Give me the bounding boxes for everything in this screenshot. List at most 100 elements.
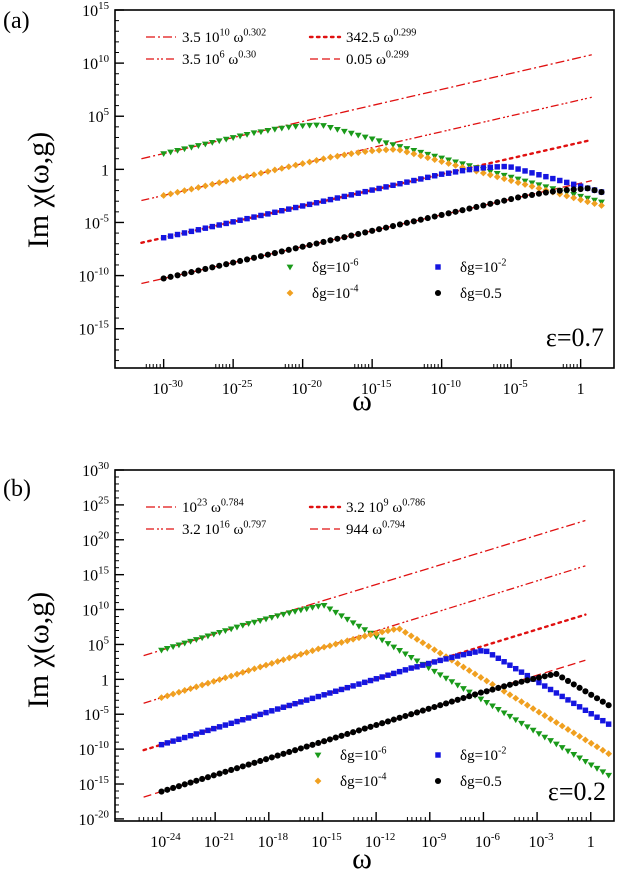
data-point bbox=[563, 192, 571, 200]
data-point bbox=[167, 149, 174, 156]
data-point bbox=[187, 638, 194, 645]
data-point bbox=[257, 253, 265, 260]
y-tick-label: 105 bbox=[88, 106, 110, 126]
data-point bbox=[513, 665, 519, 672]
data-point bbox=[347, 150, 355, 158]
data-point bbox=[313, 240, 320, 247]
data-point bbox=[285, 163, 293, 171]
data-point bbox=[472, 691, 479, 698]
data-point bbox=[459, 207, 466, 214]
data-point bbox=[466, 205, 473, 212]
data-point bbox=[239, 668, 247, 676]
x-tick-label: 10-25 bbox=[222, 378, 253, 398]
data-point bbox=[286, 748, 293, 756]
data-point bbox=[321, 738, 328, 745]
data-point bbox=[257, 711, 263, 718]
data-point bbox=[209, 264, 216, 271]
data-point bbox=[216, 630, 223, 636]
data-point bbox=[591, 187, 598, 194]
data-point bbox=[454, 660, 462, 667]
data-point bbox=[174, 272, 181, 279]
data-point bbox=[518, 669, 525, 675]
data-point bbox=[297, 745, 304, 752]
data-point bbox=[483, 677, 491, 685]
data-point bbox=[368, 147, 376, 155]
data-point bbox=[535, 190, 543, 197]
data-point bbox=[408, 711, 415, 718]
data-point bbox=[222, 136, 230, 143]
data-point bbox=[169, 690, 177, 698]
data-point bbox=[268, 659, 276, 667]
data-point bbox=[404, 179, 410, 185]
data-point bbox=[193, 777, 200, 784]
data-point bbox=[529, 170, 535, 176]
data-point bbox=[291, 609, 299, 615]
data-point bbox=[577, 196, 585, 204]
data-point bbox=[274, 658, 282, 665]
data-point bbox=[501, 659, 507, 665]
data-point bbox=[384, 641, 392, 647]
data-point bbox=[587, 739, 595, 747]
data-point bbox=[528, 191, 536, 199]
data-point bbox=[515, 166, 521, 172]
y-tick-label: 10-15 bbox=[79, 774, 110, 794]
data-point bbox=[306, 242, 313, 249]
data-point bbox=[216, 222, 222, 228]
data-point bbox=[256, 618, 264, 624]
y-tick-label: 10-10 bbox=[79, 265, 110, 285]
data-point bbox=[396, 146, 404, 154]
data-point bbox=[268, 614, 276, 621]
data-point bbox=[334, 235, 341, 242]
data-point bbox=[315, 739, 322, 747]
data-point bbox=[303, 743, 310, 750]
data-point bbox=[292, 700, 298, 707]
data-point bbox=[407, 632, 415, 640]
plot-frame bbox=[114, 9, 615, 369]
data-point bbox=[227, 626, 235, 633]
y-axis-label: Im χ(ω,g) bbox=[22, 132, 55, 248]
data-point bbox=[264, 251, 271, 258]
data-point bbox=[559, 693, 565, 700]
data-point bbox=[216, 724, 223, 730]
data-point bbox=[192, 637, 200, 643]
data-point bbox=[341, 193, 348, 200]
data-point bbox=[598, 202, 605, 209]
data-point bbox=[355, 623, 363, 630]
data-point bbox=[528, 183, 536, 190]
data-point bbox=[541, 734, 549, 741]
data-point bbox=[195, 227, 202, 233]
y-tick-label: 1030 bbox=[82, 460, 109, 480]
data-point bbox=[487, 200, 494, 207]
data-point bbox=[222, 768, 229, 775]
data-point bbox=[369, 187, 375, 193]
data-point bbox=[187, 779, 194, 786]
data-point bbox=[229, 135, 237, 141]
data-point bbox=[369, 227, 376, 234]
data-point bbox=[188, 228, 195, 235]
data-point bbox=[160, 192, 168, 199]
data-point bbox=[500, 710, 508, 717]
data-point bbox=[376, 226, 383, 233]
data-point bbox=[332, 640, 340, 648]
data-point bbox=[285, 124, 293, 131]
data-point bbox=[355, 190, 361, 196]
data-point bbox=[271, 249, 278, 257]
data-point bbox=[384, 627, 392, 635]
plot-area bbox=[142, 519, 613, 798]
data-point bbox=[362, 229, 369, 236]
data-point bbox=[477, 674, 485, 681]
data-point bbox=[564, 748, 572, 755]
data-point bbox=[341, 234, 348, 241]
data-point bbox=[483, 688, 490, 695]
legend-series-marker bbox=[435, 752, 441, 758]
data-point bbox=[391, 670, 397, 677]
data-point bbox=[326, 606, 334, 613]
data-point bbox=[361, 627, 369, 634]
data-point bbox=[278, 248, 285, 255]
data-point bbox=[431, 646, 438, 654]
data-point bbox=[403, 148, 411, 156]
data-point bbox=[385, 672, 391, 678]
data-point bbox=[338, 613, 345, 620]
data-point bbox=[204, 633, 212, 640]
